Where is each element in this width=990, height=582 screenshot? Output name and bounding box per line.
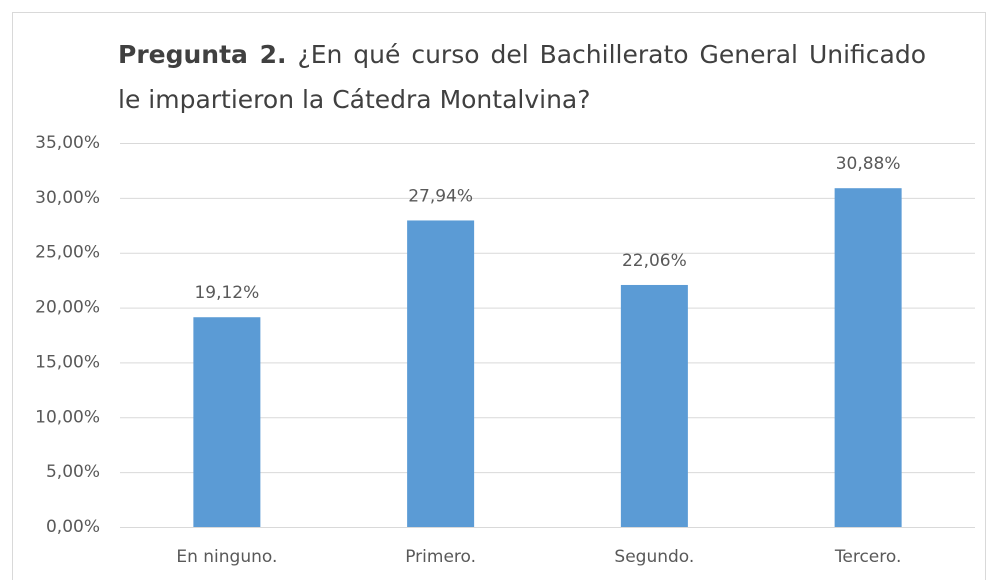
bar — [834, 188, 902, 528]
data-label: 30,88% — [836, 154, 901, 174]
x-tick-label: Primero. — [405, 547, 476, 567]
y-tick-label: 0,00% — [46, 517, 100, 537]
x-tick-label: Tercero. — [834, 547, 902, 567]
bar — [193, 317, 261, 527]
title-lead: Pregunta 2. — [118, 40, 287, 69]
y-tick-label: 30,00% — [35, 188, 100, 208]
y-tick-label: 10,00% — [35, 407, 100, 427]
y-tick-label: 25,00% — [35, 243, 100, 263]
data-label: 27,94% — [408, 186, 473, 206]
title-text: ¿En qué curso del Bachillerato General U… — [118, 40, 927, 114]
y-tick-label: 20,00% — [35, 298, 100, 318]
x-tick-label: En ninguno. — [176, 547, 277, 567]
chart-title: Pregunta 2. ¿En qué curso del Bachillera… — [118, 32, 926, 122]
data-label: 19,12% — [194, 283, 259, 303]
bar — [407, 220, 475, 527]
bar — [620, 284, 688, 527]
x-tick-label: Segundo. — [614, 547, 694, 567]
chart-frame — [12, 12, 986, 580]
y-tick-label: 35,00% — [35, 133, 100, 153]
y-tick-label: 15,00% — [35, 352, 100, 372]
data-label: 22,06% — [622, 251, 687, 271]
y-tick-label: 5,00% — [46, 462, 100, 482]
